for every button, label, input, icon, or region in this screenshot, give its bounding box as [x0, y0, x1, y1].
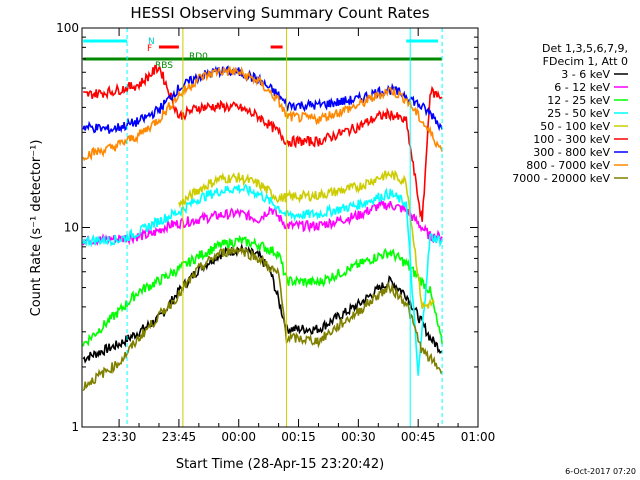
- x-tick-label: 00:45: [401, 430, 436, 444]
- series-layer: [82, 64, 443, 392]
- y-tick-label: 1: [71, 420, 79, 434]
- x-tick-label: 00:30: [341, 430, 376, 444]
- vertical-lines: [126, 28, 443, 427]
- legend-label: 300 - 800 keV: [533, 146, 610, 159]
- series-9: [82, 246, 443, 392]
- legend-label: 6 - 12 keV: [554, 81, 610, 94]
- series-7: [82, 65, 443, 134]
- series-line: [82, 242, 443, 364]
- series-line: [82, 198, 443, 247]
- flag-label: N: [148, 37, 155, 47]
- x-tick-label: 23:45: [162, 430, 197, 444]
- series-line: [82, 234, 443, 347]
- series-4: [82, 183, 443, 376]
- series-2: [82, 198, 443, 247]
- legend-label: 100 - 300 keV: [533, 133, 610, 146]
- flag-label: F: [147, 44, 152, 54]
- series-line: [82, 65, 443, 134]
- series-line: [82, 65, 443, 162]
- date-stamp: 6-Oct-2017 07:20: [565, 467, 636, 476]
- legend-label: 25 - 50 keV: [547, 107, 610, 120]
- flag-layer: NF RD0 RBS: [83, 37, 443, 71]
- series-6: [82, 64, 443, 222]
- x-tick-label: 00:15: [281, 430, 316, 444]
- y-tick-label: 10: [64, 221, 79, 235]
- series-8: [82, 65, 443, 162]
- x-tick-label: 00:00: [221, 430, 256, 444]
- flag-label: RD0: [189, 52, 208, 62]
- x-axis-label: Start Time (28-Apr-15 23:20:42): [176, 457, 384, 472]
- series-1: [82, 242, 443, 364]
- legend-header: Det 1,3,5,6,7,9,: [542, 42, 628, 55]
- legend-label: 7000 - 20000 keV: [512, 172, 610, 185]
- legend-label: 50 - 100 keV: [540, 120, 610, 133]
- series-5: [178, 169, 435, 309]
- legend-header: FDecim 1, Att 0: [543, 55, 628, 68]
- x-tick-label: 23:30: [102, 430, 137, 444]
- chart-title: HESSI Observing Summary Count Rates: [130, 4, 429, 22]
- series-line: [82, 64, 443, 222]
- series-3: [82, 234, 443, 347]
- series-line: [178, 169, 435, 309]
- y-axis-label: Count Rate (s⁻¹ detector⁻¹): [29, 140, 44, 317]
- legend-label: 3 - 6 keV: [561, 68, 610, 81]
- legend-label: 12 - 25 keV: [547, 94, 610, 107]
- series-line: [82, 183, 443, 376]
- x-tick-label: 01:00: [461, 430, 496, 444]
- y-tick-label: 100: [56, 21, 79, 35]
- series-line: [82, 246, 443, 392]
- legend: Det 1,3,5,6,7,9,FDecim 1, Att 03 - 6 keV…: [512, 42, 628, 185]
- flag-label: RBS: [155, 61, 173, 71]
- axis-layer: 23:30 23:45 00:00 00:15 00:30 00:45 01:00 1 10 10…: [56, 21, 495, 444]
- legend-label: 800 - 7000 keV: [526, 159, 610, 172]
